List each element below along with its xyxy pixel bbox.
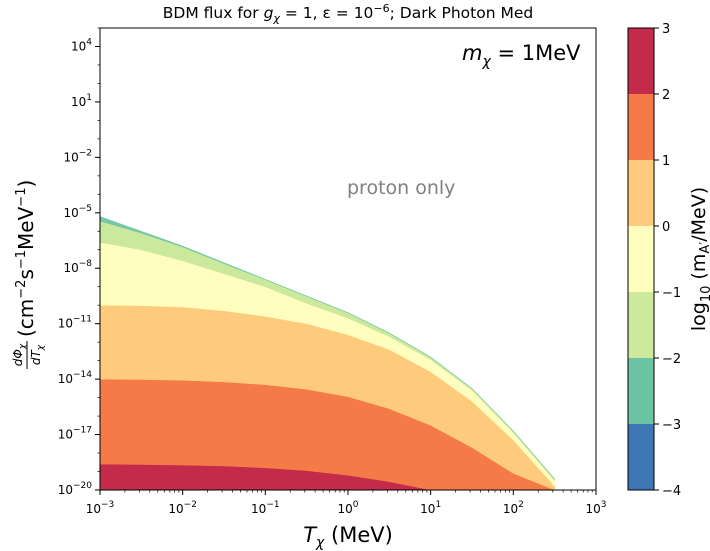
y-axis-label: dΦχ dTχ (cm−2s−1MeV−1) [11, 180, 46, 369]
colorbar-tick-label: −1 [662, 286, 681, 301]
svg-text:dTχ: dTχ [29, 344, 46, 365]
mass-annotation: mχ = 1MeV [462, 41, 581, 70]
colorbar-tick-label: 0 [662, 220, 670, 235]
colorbar-tick-label: −3 [662, 418, 681, 433]
y-tick-label: 104 [71, 37, 92, 53]
x-tick-label: 10−3 [86, 500, 115, 516]
y-tick-label: 10−5 [63, 204, 92, 220]
colorbar-cell [628, 94, 654, 160]
region-annotation: proton only [347, 177, 455, 199]
svg-text:log10 (mA′/MeV): log10 (mA′/MeV) [688, 187, 710, 331]
colorbar-frame [627, 27, 655, 491]
contour-bands [99, 216, 555, 491]
colorbar-cell [628, 160, 654, 226]
y-tick-label: 10−2 [63, 148, 92, 164]
colorbar-tick-label: −4 [662, 484, 681, 499]
colorbar-ticks: 3 2 1 0 −1 −2 −3 −4 [654, 22, 681, 499]
y-tick-label: 10−14 [58, 370, 93, 386]
y-tick-label: 101 [71, 93, 92, 109]
colorbar-cell [628, 358, 654, 424]
colorbar: 3 2 1 0 −1 −2 −3 −4 [627, 22, 681, 499]
y-tick-label: 10−11 [58, 315, 92, 331]
y-tick-label: 10−17 [58, 426, 92, 442]
colorbar-cell [628, 28, 654, 94]
x-tick-label: 101 [420, 500, 441, 516]
chart-title: BDM flux for gχ = 1, ε = 10−6; Dark Phot… [163, 2, 533, 25]
colorbar-label: log10 (mA′/MeV) [688, 187, 710, 331]
colorbar-tick-label: 3 [662, 22, 670, 37]
y-tick-label: 10−20 [58, 481, 93, 497]
x-tick-label: 103 [585, 500, 606, 516]
colorbar-tick-label: 1 [662, 154, 670, 169]
colorbar-tick-label: 2 [662, 88, 670, 103]
x-tick-label: 10−2 [168, 500, 197, 516]
plot-area: 10−3 10−2 10−1 100 101 102 103 10410110−210−51… [58, 27, 607, 516]
svg-text:dΦχ: dΦχ [11, 343, 28, 366]
colorbar-cell [628, 292, 654, 358]
x-tick-label: 10−1 [251, 500, 280, 516]
x-axis-label: Tχ (MeV) [303, 523, 393, 551]
colorbar-cell [628, 226, 654, 292]
y-axis-ticks: 104 101 10−2 10−5 10−8 10−11 10−14 10−17 10−20 [58, 27, 100, 497]
contour-band [99, 216, 555, 480]
x-tick-label: 100 [337, 500, 358, 516]
colorbar-cell [628, 424, 654, 490]
colorbar-tick-label: −2 [662, 352, 681, 367]
svg-text:(cm−2s−1MeV−1): (cm−2s−1MeV−1) [14, 180, 38, 337]
x-axis-ticks: 10−3 10−2 10−1 100 101 102 103 [86, 490, 607, 516]
y-tick-label: 10−8 [63, 259, 92, 275]
x-tick-label: 102 [503, 500, 524, 516]
colorbar-cells [628, 28, 654, 490]
